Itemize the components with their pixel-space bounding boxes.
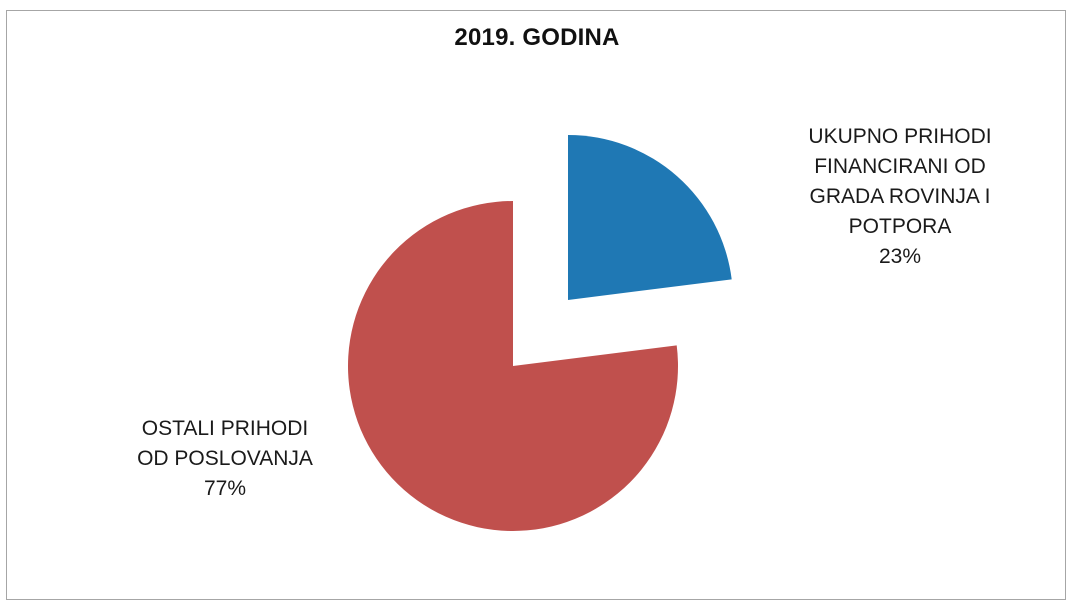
- slice-label-line: OSTALI PRIHODI: [141, 417, 309, 440]
- slice-label-line: POTPORA: [848, 215, 952, 238]
- chart-title: 2019. GODINA: [454, 24, 620, 51]
- slice-label-line: FINANCIRANI OD: [814, 155, 986, 178]
- slice-label-line: OD POSLOVANJA: [137, 447, 313, 470]
- slice-label-line: UKUPNO PRIHODI: [808, 125, 992, 148]
- pie-slice-ukupno-prihodi: [568, 135, 732, 300]
- slice-percent-label: 77%: [203, 477, 247, 500]
- slice-label-ukupno-prihodi: UKUPNO PRIHODI FINANCIRANI OD GRADA ROVI…: [770, 122, 1030, 272]
- slice-label-line: GRADA ROVINJA I: [809, 185, 991, 208]
- slice-label-ostali-prihodi: OSTALI PRIHODI OD POSLOVANJA 77%: [105, 414, 345, 504]
- pie-slice-ostali-prihodi: [347, 201, 678, 531]
- slice-percent-label: 23%: [878, 245, 922, 268]
